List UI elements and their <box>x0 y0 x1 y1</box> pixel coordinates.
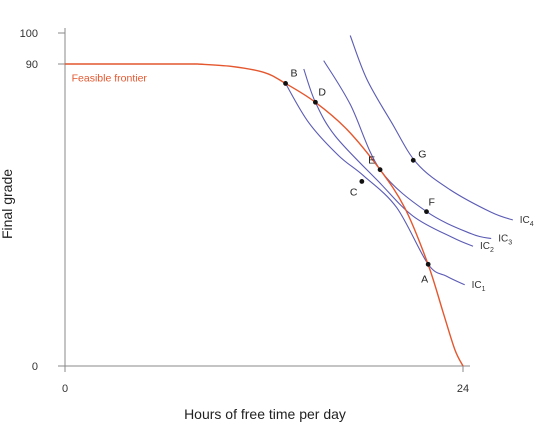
point-label-E: E <box>368 155 375 167</box>
x-axis-title: Hours of free time per day <box>184 406 346 422</box>
indifference-curve-2 <box>303 68 474 247</box>
point-G <box>410 157 416 163</box>
points: A B C D E F G <box>283 67 435 285</box>
axes: 100 90 0 0 24 Hours of free time per day… <box>0 28 470 422</box>
indifference-curve-3 <box>323 60 492 240</box>
point-F <box>424 209 429 215</box>
y-axis-title: Final grade <box>0 169 15 239</box>
y-tick-label-0: 0 <box>32 361 38 373</box>
feasible-frontier-line <box>65 63 464 367</box>
point-label-A: A <box>421 273 428 285</box>
point-label-G: G <box>418 148 426 160</box>
ic-label-3: IC3 <box>498 233 512 246</box>
ic-label-4: IC4 <box>520 215 534 228</box>
point-label-C: C <box>350 186 358 198</box>
point-label-B: B <box>291 67 298 79</box>
ic-label-1: IC1 <box>472 280 486 293</box>
point-label-D: D <box>318 86 326 98</box>
feasible-frontier-label: Feasible frontier <box>72 72 148 84</box>
curves <box>65 35 513 367</box>
point-E <box>377 167 383 173</box>
indifference-curve-4 <box>349 35 513 221</box>
y-tick-label-90: 90 <box>26 59 38 71</box>
ic-label-2: IC2 <box>480 241 494 254</box>
indifference-curve-1 <box>285 83 465 286</box>
point-D <box>313 99 318 105</box>
x-tick-label-0: 0 <box>62 383 68 395</box>
point-C <box>359 179 365 184</box>
curve-labels: IC1 IC2 IC3 IC4 Feasible frontier <box>72 72 534 292</box>
point-label-F: F <box>429 197 435 209</box>
y-tick-label-100: 100 <box>20 28 38 40</box>
x-tick-label-24: 24 <box>457 383 469 395</box>
point-B <box>283 81 288 86</box>
point-A <box>425 261 431 267</box>
